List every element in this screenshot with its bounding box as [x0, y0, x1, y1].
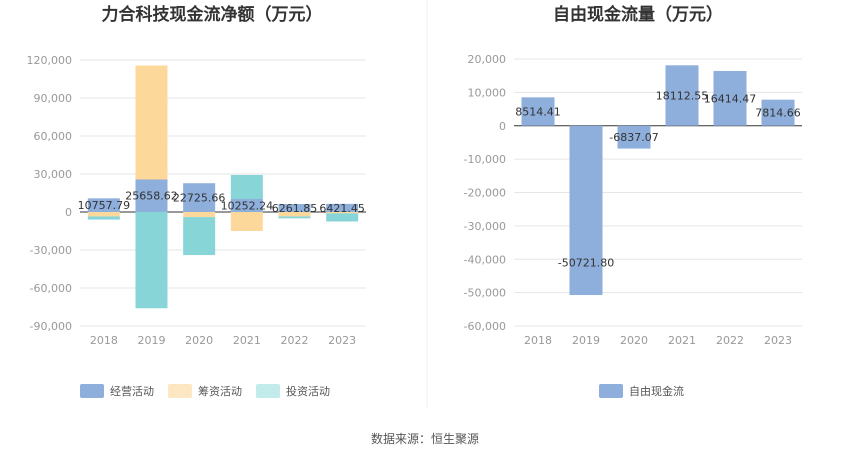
fcf-bar[interactable] — [665, 65, 699, 126]
y-tick-label: 30,000 — [34, 168, 73, 181]
operating-bar[interactable] — [278, 204, 311, 212]
data-label: 22725.66 — [173, 192, 226, 205]
fcf-bar[interactable] — [761, 99, 795, 126]
financing-bar[interactable] — [87, 212, 120, 217]
free-cashflow-data-labels: 8514.41 -50721.80 -6837.07 18112.5516414.47… — [515, 90, 801, 270]
free-cashflow-chart-title: 自由现金流量（万元） — [553, 4, 723, 25]
y-tick-label: -50,000 — [464, 287, 506, 300]
cashflow-bars — [87, 65, 359, 309]
data-label: 8514.41 — [515, 106, 561, 119]
cashflow-x-axis: 2018 2019 2020 2021 2022 2023 — [90, 334, 356, 347]
cashflow-legend: 经营活动 筹资活动 投资活动 — [80, 384, 330, 398]
financing-bar[interactable] — [230, 212, 263, 231]
free-cashflow-y-axis: 20,000 10,000 0 -10,000 -20,000 -30,000 -40,00… — [464, 53, 506, 333]
x-tick-label: 2021 — [668, 334, 696, 347]
cashflow-grid — [80, 59, 366, 327]
y-tick-label: 60,000 — [34, 130, 73, 143]
y-tick-label: -20,000 — [464, 187, 506, 200]
legend-label-fcf: 自由现金流 — [629, 384, 684, 398]
investing-bar[interactable] — [230, 174, 263, 200]
free-cashflow-x-axis: 2018 2019 2020 2021 2022 2023 — [524, 334, 792, 347]
cashflow-y-axis: 120,000 90,000 60,000 30,000 0 -30,000 -60,000… — [27, 54, 73, 333]
y-tick-label: 0 — [499, 120, 506, 133]
y-tick-label: -30,000 — [464, 220, 506, 233]
legend-item-fcf[interactable]: 自由现金流 — [599, 384, 684, 398]
financing-bar[interactable] — [278, 212, 311, 217]
financing-bar[interactable] — [135, 65, 168, 180]
data-label: 6421.45 — [319, 202, 365, 215]
operating-bar[interactable] — [326, 203, 359, 212]
investing-bar[interactable] — [87, 216, 120, 220]
operating-bar[interactable] — [87, 198, 120, 212]
investing-bar[interactable] — [326, 213, 359, 222]
x-tick-label: 2020 — [185, 334, 213, 347]
cashflow-chart-title: 力合科技现金流净额（万元） — [102, 4, 323, 25]
fcf-bar[interactable] — [521, 97, 555, 126]
operating-bar[interactable] — [183, 183, 216, 212]
fcf-bar[interactable] — [713, 70, 747, 126]
operating-bar[interactable] — [135, 179, 168, 212]
free-cashflow-grid — [514, 58, 802, 327]
y-tick-label: 0 — [65, 206, 72, 219]
y-tick-label: -90,000 — [30, 320, 72, 333]
x-tick-label: 2023 — [764, 334, 792, 347]
data-label: -50721.80 — [558, 256, 614, 269]
free-cashflow-bars — [521, 65, 795, 296]
data-label: 10757.79 — [78, 199, 131, 212]
legend-swatch-fcf — [599, 384, 623, 398]
legend-swatch-operating — [80, 384, 104, 398]
x-tick-label: 2020 — [620, 334, 648, 347]
y-tick-label: 120,000 — [27, 54, 73, 67]
financing-bar[interactable] — [326, 212, 359, 214]
cashflow-chart: 力合科技现金流净额（万元） 120,000 90,000 60,000 30,000 0… — [27, 4, 366, 398]
data-label: 16414.47 — [704, 92, 757, 105]
operating-bar[interactable] — [230, 199, 263, 212]
data-label: 10252.24 — [221, 200, 274, 213]
y-tick-label: 90,000 — [34, 92, 73, 105]
x-tick-label: 2021 — [233, 334, 261, 347]
data-label: -6837.07 — [609, 131, 658, 144]
investing-bar[interactable] — [278, 216, 311, 219]
data-label: 25658.62 — [125, 190, 178, 203]
x-tick-label: 2019 — [572, 334, 600, 347]
legend-item-financing[interactable]: 筹资活动 — [168, 384, 242, 398]
x-tick-label: 2022 — [716, 334, 744, 347]
legend-item-operating[interactable]: 经营活动 — [80, 384, 154, 398]
x-tick-label: 2022 — [281, 334, 309, 347]
free-cashflow-legend: 自由现金流 — [599, 384, 684, 398]
y-tick-label: -60,000 — [464, 320, 506, 333]
y-tick-label: -40,000 — [464, 253, 506, 266]
data-label: 7814.66 — [755, 107, 801, 120]
y-tick-label: -30,000 — [30, 244, 72, 257]
investing-bar[interactable] — [135, 212, 168, 309]
x-tick-label: 2018 — [524, 334, 552, 347]
source-note: 数据来源：恒生聚源 — [371, 431, 479, 446]
data-label: 6261.85 — [272, 202, 318, 215]
investing-bar[interactable] — [183, 217, 216, 256]
y-tick-label: -10,000 — [464, 153, 506, 166]
free-cashflow-chart: 自由现金流量（万元） 20,000 10,000 0 -10,000 -20,000 -3… — [464, 4, 802, 398]
y-tick-label: 20,000 — [468, 53, 507, 66]
data-label: 18112.55 — [656, 90, 709, 103]
fcf-bar[interactable] — [617, 125, 651, 149]
x-tick-label: 2018 — [90, 334, 118, 347]
y-tick-label: 10,000 — [468, 86, 507, 99]
legend-label-operating: 经营活动 — [110, 384, 154, 398]
legend-label-investing: 投资活动 — [286, 384, 330, 398]
legend-item-investing[interactable]: 投资活动 — [256, 384, 330, 398]
x-tick-label: 2023 — [328, 334, 356, 347]
legend-swatch-investing — [256, 384, 280, 398]
legend-swatch-financing — [168, 384, 192, 398]
legend-label-financing: 筹资活动 — [198, 384, 242, 398]
fcf-bar[interactable] — [569, 125, 603, 296]
y-tick-label: -60,000 — [30, 282, 72, 295]
x-tick-label: 2019 — [138, 334, 166, 347]
financing-bar[interactable] — [183, 212, 216, 218]
